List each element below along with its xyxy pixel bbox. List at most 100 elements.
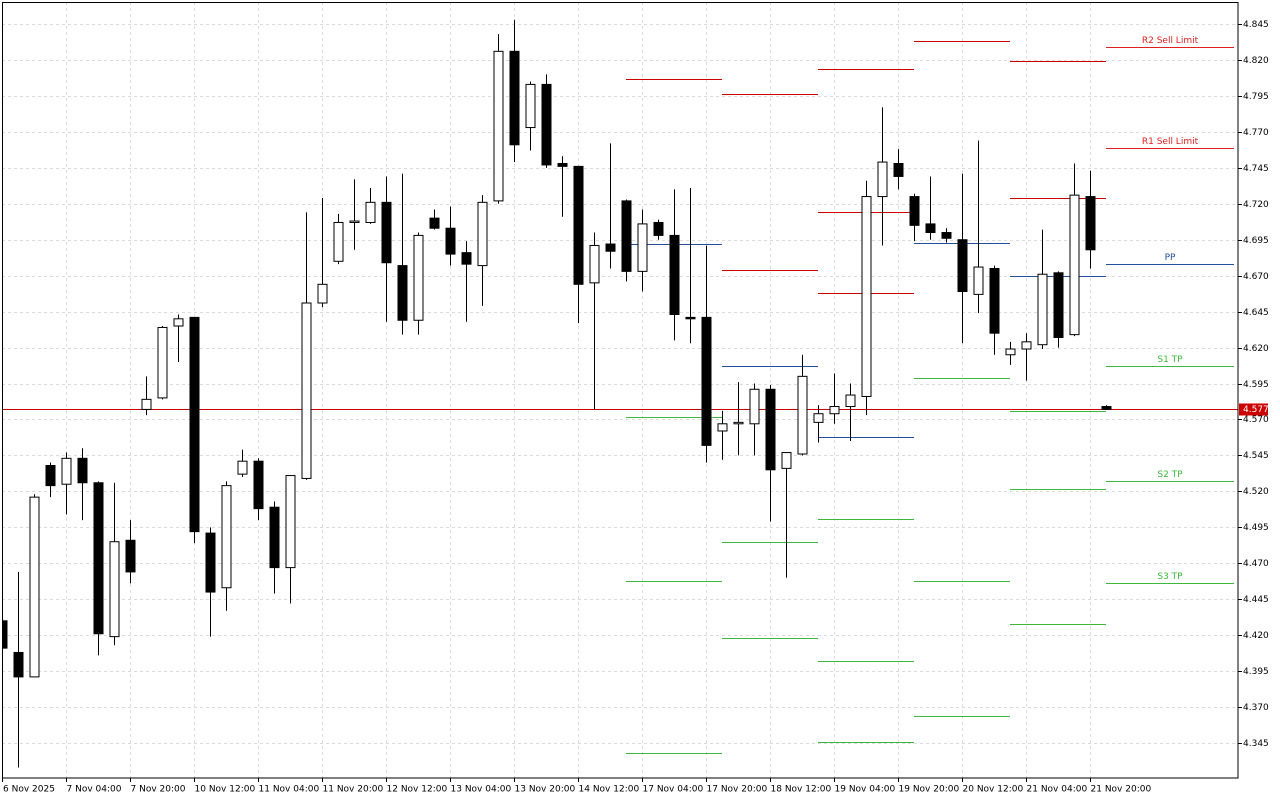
candle-body (77, 457, 88, 484)
candle-body (333, 221, 344, 262)
x-tick-label: 7 Nov 20:00 (131, 785, 186, 795)
candle-body (749, 388, 760, 425)
candle-body (285, 475, 296, 569)
y-tick-label: 4.720 (1243, 200, 1269, 210)
candle-body (237, 460, 248, 475)
candle-body (541, 83, 552, 166)
current-price-label: 4.577 (1243, 405, 1269, 415)
y-tick-label: 4.370 (1243, 703, 1269, 713)
candle-body (685, 316, 696, 320)
y-tick-label: 4.420 (1243, 631, 1269, 641)
candle-body (573, 165, 584, 285)
candle-body (733, 421, 744, 425)
candle-body (1005, 348, 1016, 356)
candle-body (925, 223, 936, 234)
candle-body (557, 162, 568, 167)
candle-body (669, 234, 680, 315)
x-tick-label: 13 Nov 04:00 (451, 785, 512, 795)
candle-body (1085, 196, 1096, 251)
y-tick-label: 4.595 (1243, 380, 1269, 390)
candle-body (413, 234, 424, 321)
candle-body (781, 452, 792, 469)
candle-body (349, 220, 360, 223)
y-tick-label: 4.745 (1243, 164, 1269, 174)
candle-body (973, 266, 984, 295)
plot-frame (2, 2, 1239, 779)
candle-body (509, 50, 520, 146)
candle-body (13, 651, 24, 678)
pivot-label: PP (1165, 253, 1176, 263)
candle-body (1037, 273, 1048, 346)
candle-body (445, 227, 456, 255)
candle-body (893, 162, 904, 177)
y-tick-label: 4.470 (1243, 559, 1269, 569)
x-tick-label: 17 Nov 04:00 (643, 785, 704, 795)
y-tick-label: 4.645 (1243, 308, 1269, 318)
x-tick-label: 14 Nov 12:00 (579, 785, 640, 795)
candle-body (317, 283, 328, 304)
candle-body (861, 196, 872, 397)
candle-body (717, 423, 728, 432)
grid (2, 2, 1238, 778)
candle-body (605, 243, 616, 252)
y-tick-label: 4.570 (1243, 415, 1269, 425)
x-tick-label: 21 Nov 20:00 (1091, 785, 1152, 795)
candle-body (157, 326, 168, 399)
candle-body (301, 302, 312, 479)
candle-body (1101, 406, 1112, 410)
y-tick-label: 4.670 (1243, 272, 1269, 282)
x-tick-label: 18 Nov 12:00 (771, 785, 832, 795)
pivot-label: S1 TP (1157, 355, 1183, 365)
x-tick-label: 17 Nov 20:00 (707, 785, 768, 795)
candle-body (765, 388, 776, 471)
candle-body (941, 232, 952, 239)
x-tick-label: 6 Nov 2025 (3, 785, 55, 795)
candle-body (701, 316, 712, 446)
y-tick-label: 4.545 (1243, 451, 1269, 461)
candle-body (45, 465, 56, 487)
candle-body (125, 539, 136, 573)
candle-body (989, 267, 1000, 334)
candle-body (397, 265, 408, 321)
candle-body (493, 50, 504, 202)
candle-body (909, 196, 920, 226)
y-tick-label: 4.695 (1243, 236, 1269, 246)
x-tick-label: 12 Nov 12:00 (387, 785, 448, 795)
candle-body (205, 532, 216, 593)
y-tick-label: 4.795 (1243, 92, 1269, 102)
candle-body (189, 316, 200, 533)
pivot-label: S2 TP (1157, 470, 1183, 480)
candle-body (589, 244, 600, 284)
pivot-label: R2 Sell Limit (1142, 36, 1199, 46)
candle-body (1053, 272, 1064, 339)
candle-body (653, 221, 664, 236)
candle-body (109, 541, 120, 638)
y-tick-label: 4.520 (1243, 487, 1269, 497)
axes: 4.845 4.820 4.795 4.770 4.745 4.720 4.695 4.670… (2, 20, 1269, 795)
current-price-tag (1239, 403, 1268, 416)
y-tick-label: 4.845 (1243, 20, 1269, 30)
candle-body (877, 161, 888, 198)
candle-body (221, 485, 232, 589)
candle-body (957, 239, 968, 292)
candle-body (93, 482, 104, 635)
candle-body (637, 223, 648, 272)
y-tick-label: 4.395 (1243, 667, 1269, 677)
x-tick-label: 13 Nov 20:00 (515, 785, 576, 795)
x-tick-label: 10 Nov 12:00 (195, 785, 256, 795)
candle-body (1069, 194, 1080, 336)
candle-body (269, 506, 280, 569)
y-tick-label: 4.770 (1243, 128, 1269, 138)
y-tick-label: 4.345 (1243, 739, 1269, 749)
candle-body (381, 201, 392, 264)
candle-body (141, 398, 152, 410)
candle-body (1021, 341, 1032, 350)
candle-body (461, 252, 472, 265)
candle-body (429, 217, 440, 229)
x-tick-label: 19 Nov 20:00 (899, 785, 960, 795)
candle-body (845, 394, 856, 408)
x-tick-label: 11 Nov 04:00 (259, 785, 320, 795)
